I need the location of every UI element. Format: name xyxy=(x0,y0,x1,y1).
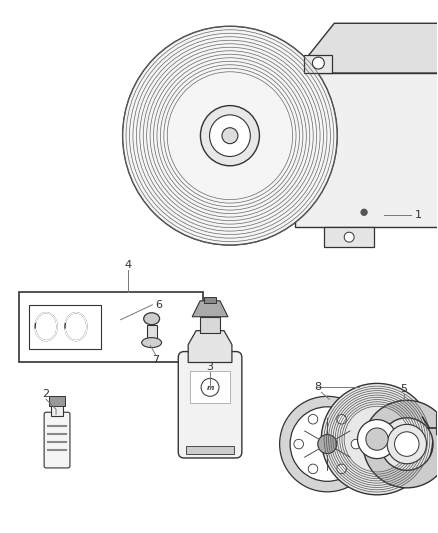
Circle shape xyxy=(337,415,346,424)
Bar xyxy=(294,73,438,227)
Bar xyxy=(19,292,203,361)
Polygon shape xyxy=(294,23,438,73)
Circle shape xyxy=(222,128,238,144)
Circle shape xyxy=(308,464,318,474)
Ellipse shape xyxy=(144,313,159,325)
Text: 4: 4 xyxy=(124,260,131,270)
Circle shape xyxy=(294,439,304,449)
Circle shape xyxy=(318,434,337,454)
Circle shape xyxy=(366,428,388,450)
Polygon shape xyxy=(324,227,374,247)
Bar xyxy=(200,317,220,333)
Circle shape xyxy=(387,424,427,464)
Ellipse shape xyxy=(142,337,162,348)
Bar xyxy=(49,397,65,406)
Circle shape xyxy=(308,415,318,424)
FancyBboxPatch shape xyxy=(44,412,70,468)
Bar xyxy=(29,305,101,349)
Circle shape xyxy=(321,383,433,495)
Text: 8: 8 xyxy=(314,382,321,392)
Ellipse shape xyxy=(201,106,259,166)
Circle shape xyxy=(351,439,361,449)
Text: 2: 2 xyxy=(42,389,49,399)
Bar xyxy=(186,446,234,454)
Text: 1: 1 xyxy=(415,210,422,220)
Text: 6: 6 xyxy=(155,300,162,310)
Bar xyxy=(190,372,230,403)
Circle shape xyxy=(361,209,367,215)
Polygon shape xyxy=(192,301,228,317)
Bar xyxy=(204,297,216,303)
Bar xyxy=(51,404,63,416)
FancyBboxPatch shape xyxy=(436,413,438,435)
Circle shape xyxy=(344,232,354,242)
Ellipse shape xyxy=(123,26,337,245)
Bar xyxy=(147,325,157,343)
Polygon shape xyxy=(304,55,332,73)
Circle shape xyxy=(395,432,419,456)
Text: 7: 7 xyxy=(152,354,159,365)
Text: 3: 3 xyxy=(207,362,214,373)
Circle shape xyxy=(337,464,346,474)
Text: 5: 5 xyxy=(400,384,407,394)
Circle shape xyxy=(312,57,324,69)
Polygon shape xyxy=(188,330,232,362)
FancyBboxPatch shape xyxy=(178,352,242,458)
Text: m: m xyxy=(206,385,214,391)
Circle shape xyxy=(357,419,396,458)
Ellipse shape xyxy=(209,115,251,157)
Circle shape xyxy=(201,378,219,397)
